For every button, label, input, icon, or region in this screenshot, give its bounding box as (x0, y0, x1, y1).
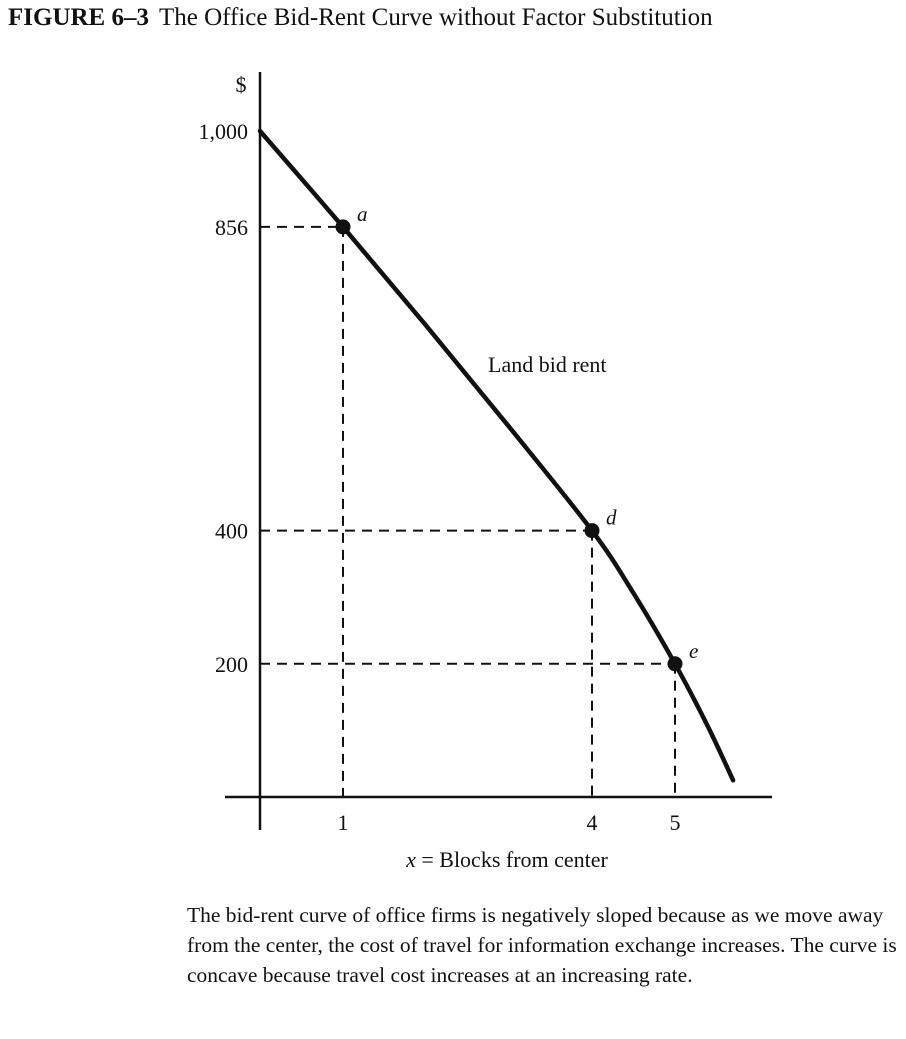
point-label-e: e (689, 639, 698, 663)
figure-title: FIGURE 6–3 The Office Bid-Rent Curve with… (8, 4, 713, 32)
x-tick-label: 1 (338, 810, 349, 835)
x-tick-label: 4 (587, 810, 598, 835)
tick-labels: 1,000 856 400 200 1 4 5 (199, 119, 681, 835)
y-tick-label: 856 (215, 215, 248, 240)
point-d (584, 523, 600, 539)
point-label-a: a (357, 202, 368, 226)
guide-lines (260, 225, 676, 797)
point-label-d: d (606, 506, 617, 530)
y-axis-label: $ (236, 72, 247, 97)
y-tick-label: 400 (215, 519, 248, 544)
figure-number: FIGURE 6–3 (8, 4, 149, 31)
point-a (335, 219, 351, 235)
y-tick-label: 1,000 (199, 119, 249, 144)
figure-title-text: The Office Bid-Rent Curve without Factor… (158, 4, 713, 31)
land-bid-rent-curve (257, 128, 736, 783)
y-tick-label: 200 (215, 652, 248, 677)
x-tick-label: 5 (670, 810, 681, 835)
marked-points: a d e (335, 202, 698, 672)
figure-caption: The bid-rent curve of office firms is ne… (187, 903, 897, 987)
point-e (667, 656, 683, 672)
curve-label: Land bid rent (488, 352, 607, 377)
bid-rent-chart: $ 1,000 856 400 200 1 4 5 a d e Land bid rent x … (199, 72, 772, 872)
x-axis-label: x = Blocks from center (405, 847, 608, 872)
